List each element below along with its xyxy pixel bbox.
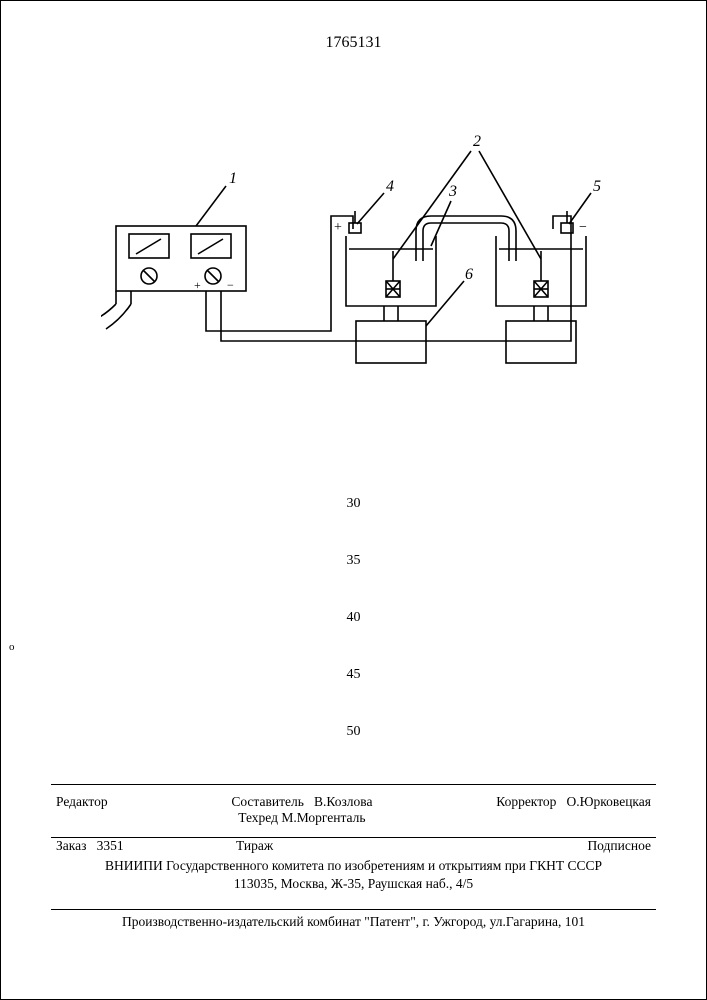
corrector-label: Корректор: [496, 794, 556, 809]
svg-text:3: 3: [448, 183, 457, 200]
patent-number: 1765131: [326, 34, 382, 52]
svg-text:−: −: [227, 278, 234, 292]
corrector-name: О.Юрковецкая: [567, 794, 651, 809]
compiler-label: Составитель: [231, 794, 304, 809]
corrector: Корректор О.Юрковецкая: [496, 794, 651, 826]
line-number: 30: [347, 496, 361, 512]
svg-text:−: −: [579, 220, 587, 235]
techred-name: М.Моргенталь: [281, 810, 365, 825]
svg-text:4: 4: [386, 178, 394, 195]
separator: [51, 784, 656, 785]
line-number: 50: [347, 724, 361, 740]
credits-row: Редактор Составитель В.Козлова Техред М.…: [56, 794, 651, 826]
svg-text:6: 6: [465, 266, 473, 283]
order-row: Заказ 3351 Тираж Подписное: [56, 838, 651, 854]
svg-text:5: 5: [593, 178, 601, 195]
svg-text:1: 1: [229, 170, 237, 187]
page: 1765131 + − 1: [0, 0, 707, 1000]
institution: ВНИИПИ Государственного комитета по изоб…: [56, 857, 651, 893]
apparatus-diagram: + − 1 +: [101, 131, 621, 411]
line-number: 45: [347, 667, 361, 683]
svg-text:+: +: [334, 220, 342, 235]
editor-label: Редактор: [56, 794, 108, 826]
tirazh-label: Тираж: [236, 838, 416, 854]
center-credits: Составитель В.Козлова Техред М.Моргентал…: [108, 794, 497, 826]
zakaz-label: Заказ: [56, 838, 86, 853]
podpisnoe: Подписное: [416, 838, 651, 854]
svg-text:+: +: [194, 278, 201, 292]
zakaz-num: 3351: [97, 838, 124, 853]
line-number: 40: [347, 610, 361, 626]
institution-line1: ВНИИПИ Государственного комитета по изоб…: [56, 857, 651, 875]
line-number: 35: [347, 553, 361, 569]
compiler-name: В.Козлова: [314, 794, 372, 809]
separator: [51, 909, 656, 910]
printer-line: Производственно-издательский комбинат "П…: [56, 914, 651, 930]
techred-label: Техред: [238, 810, 278, 825]
institution-line2: 113035, Москва, Ж-35, Раушская наб., 4/5: [56, 875, 651, 893]
page-mark: o: [9, 641, 15, 653]
svg-text:2: 2: [473, 133, 481, 150]
